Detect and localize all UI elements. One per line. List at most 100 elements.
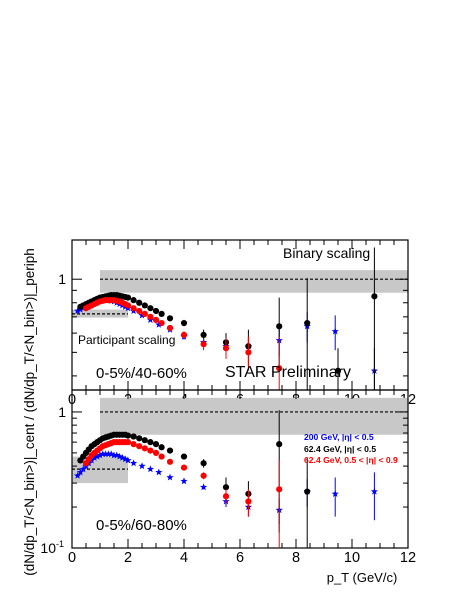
data-point-circle bbox=[180, 464, 188, 471]
data-point-circle bbox=[130, 441, 137, 448]
data-point-circle bbox=[180, 331, 188, 338]
scaling-band-binary bbox=[100, 397, 408, 435]
data-point-circle bbox=[371, 293, 378, 300]
data-point-circle bbox=[276, 365, 283, 372]
data-point-circle bbox=[158, 444, 165, 451]
x-tick-label: 6 bbox=[236, 550, 244, 566]
y-axis-title: (dN/dp_T/<N_bin>)|_cent / (dN/dp_T/<N_bi… bbox=[22, 248, 37, 575]
data-point-circle bbox=[136, 435, 143, 442]
data-point-circle bbox=[130, 305, 137, 312]
data-point-star bbox=[104, 450, 113, 458]
series-2 bbox=[82, 297, 283, 390]
x-tick-label: 8 bbox=[292, 550, 300, 566]
data-point-star bbox=[96, 451, 104, 459]
data-point-star bbox=[99, 450, 107, 458]
scaling-band-binary bbox=[100, 270, 408, 293]
centrality-label: 0-5%/60-80% bbox=[96, 517, 187, 534]
data-point-circle bbox=[304, 319, 311, 327]
data-point-star bbox=[113, 451, 121, 459]
data-point-circle bbox=[152, 307, 160, 315]
data-point-circle bbox=[334, 367, 342, 374]
data-point-circle bbox=[158, 319, 165, 327]
data-point-circle bbox=[147, 313, 154, 320]
data-point-circle bbox=[200, 341, 207, 348]
series-2 bbox=[82, 439, 283, 548]
data-point-circle bbox=[147, 305, 154, 312]
data-point-star bbox=[138, 462, 146, 470]
data-point-star bbox=[124, 456, 132, 464]
data-point-circle bbox=[304, 488, 311, 495]
legend-entry: 62.4 GeV, |η| < 0.5 bbox=[304, 444, 376, 454]
data-point-circle bbox=[166, 458, 174, 465]
data-point-circle bbox=[124, 439, 132, 446]
data-point-circle bbox=[124, 432, 132, 439]
data-point-star bbox=[370, 487, 379, 495]
data-point-circle bbox=[147, 447, 154, 454]
data-point-circle bbox=[152, 449, 160, 457]
data-point-star bbox=[90, 454, 99, 461]
participant-scaling-label: Participant scaling bbox=[78, 333, 175, 347]
x-axis-title: p_T (GeV/c) bbox=[327, 570, 398, 585]
data-point-circle bbox=[136, 299, 143, 306]
data-point-circle bbox=[276, 486, 283, 493]
y-tick-label: 1 bbox=[58, 271, 66, 287]
data-point-circle bbox=[152, 441, 160, 448]
x-tick-label: 12 bbox=[400, 550, 416, 566]
data-point-star bbox=[79, 465, 87, 473]
data-point-circle bbox=[141, 445, 148, 452]
x-tick-label: 0 bbox=[68, 550, 76, 566]
data-point-circle bbox=[166, 315, 174, 322]
data-point-circle bbox=[200, 472, 207, 479]
x-tick-label: 2 bbox=[124, 550, 132, 566]
x-tick-label: 4 bbox=[180, 550, 188, 566]
data-point-circle bbox=[130, 433, 137, 440]
top-panel: 02468101210-5%/40-60%Binary scalingParti… bbox=[58, 239, 416, 408]
data-point-star bbox=[331, 490, 339, 497]
series-1 bbox=[77, 410, 311, 548]
data-point-star bbox=[121, 455, 129, 463]
data-point-circle bbox=[245, 498, 252, 505]
y-tick-label: 1 bbox=[58, 404, 66, 420]
data-point-circle bbox=[158, 453, 165, 460]
data-point-circle bbox=[200, 331, 207, 338]
data-point-star bbox=[199, 483, 208, 491]
data-point-star bbox=[101, 450, 110, 458]
data-point-circle bbox=[124, 302, 132, 309]
legend-entry: 62.4 GeV, 0.5 < |η| < 0.9 bbox=[304, 455, 398, 465]
data-point-star bbox=[110, 451, 118, 459]
data-point-star bbox=[155, 468, 163, 476]
data-point-star bbox=[180, 477, 188, 485]
data-point-circle bbox=[166, 447, 174, 454]
data-point-circle bbox=[180, 319, 188, 327]
data-point-star bbox=[76, 468, 85, 476]
data-point-star bbox=[146, 465, 155, 473]
data-point-circle bbox=[222, 493, 230, 500]
data-point-star bbox=[331, 327, 339, 335]
data-point-circle bbox=[141, 302, 148, 309]
data-point-star bbox=[73, 471, 82, 479]
y-tick-label: 10-1 bbox=[40, 539, 64, 556]
data-point-star bbox=[166, 473, 174, 481]
data-point-star bbox=[118, 454, 127, 461]
data-point-circle bbox=[136, 443, 143, 450]
data-point-circle bbox=[152, 316, 160, 324]
data-point-circle bbox=[222, 484, 230, 491]
data-point-circle bbox=[130, 297, 137, 304]
data-point-circle bbox=[166, 324, 174, 332]
data-point-circle bbox=[200, 460, 207, 467]
data-point-circle bbox=[222, 345, 230, 352]
data-point-circle bbox=[124, 294, 132, 301]
data-point-circle bbox=[245, 349, 252, 356]
centrality-label: 0-5%/40-60% bbox=[96, 365, 187, 382]
bottom-panel: 0 2 4 6 8 10 12 1 10-1 0-5%/60-80% 200 GeV, |η| < … bbox=[40, 389, 416, 566]
data-point-star bbox=[115, 452, 124, 460]
data-point-circle bbox=[147, 439, 154, 446]
data-point-circle bbox=[180, 453, 188, 460]
data-point-circle bbox=[136, 307, 143, 315]
x-tick-label: 10 bbox=[344, 550, 360, 566]
data-point-star bbox=[73, 307, 82, 315]
binary-scaling-label: Binary scaling bbox=[283, 245, 370, 261]
data-point-star bbox=[129, 459, 138, 467]
data-point-circle bbox=[276, 441, 283, 448]
